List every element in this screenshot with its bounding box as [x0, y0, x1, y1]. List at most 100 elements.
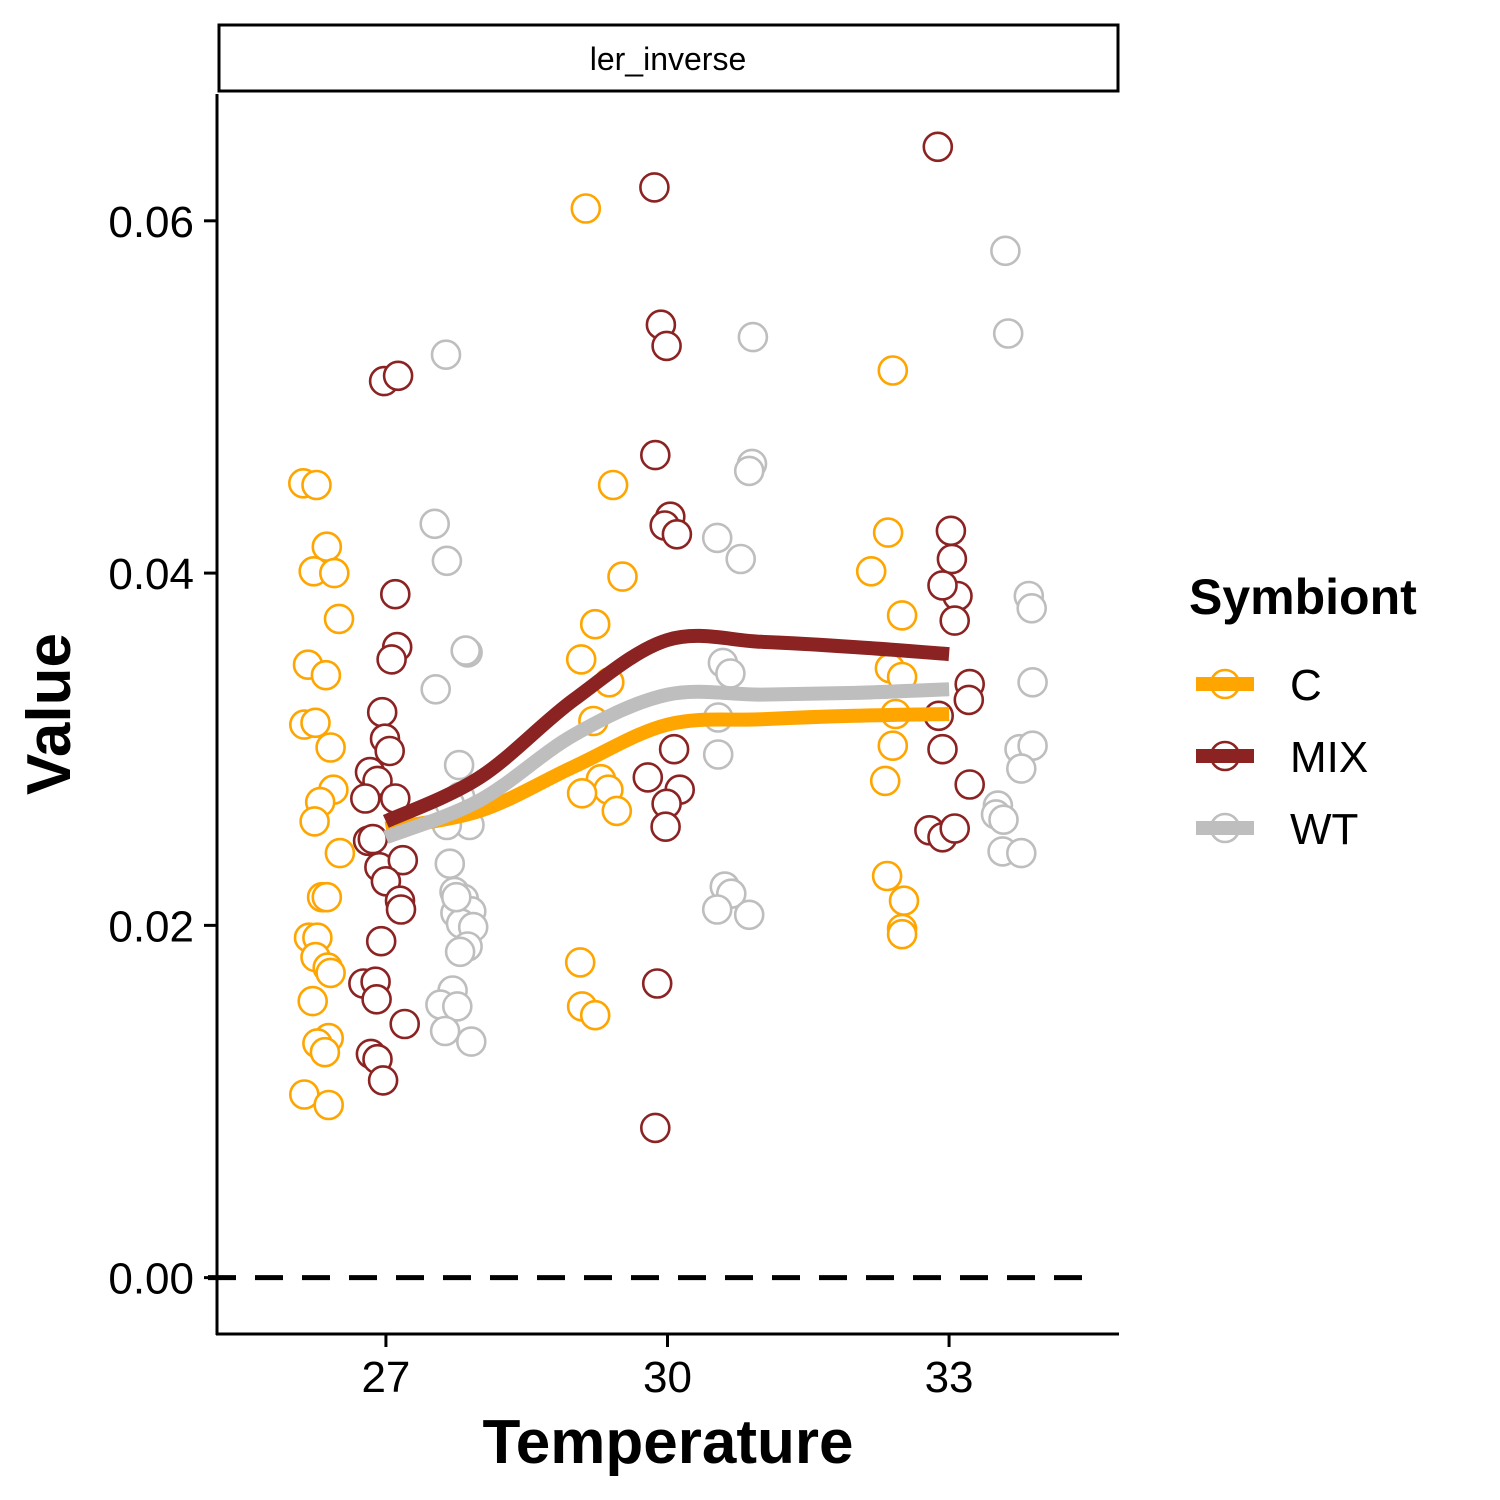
data-point — [650, 811, 681, 843]
data-point — [349, 783, 381, 814]
data-point — [936, 543, 968, 575]
data-point — [324, 837, 356, 869]
trend-layer — [382, 628, 950, 844]
data-point — [877, 730, 909, 762]
data-point — [888, 885, 920, 917]
data-point — [1005, 837, 1037, 869]
data-point — [988, 804, 1019, 836]
data-point — [1017, 666, 1048, 698]
data-point — [367, 1065, 399, 1096]
data-point — [855, 555, 887, 587]
data-point — [661, 518, 693, 550]
y-tick-label: 0.06 — [108, 198, 194, 247]
data-point — [953, 684, 985, 716]
data-point — [366, 696, 398, 728]
legend-point-swatch — [1209, 668, 1241, 700]
data-point — [431, 545, 463, 577]
data-point — [935, 515, 967, 547]
data-point — [922, 131, 954, 163]
legend-label: WT — [1290, 805, 1358, 854]
data-point — [300, 707, 331, 739]
data-point — [992, 318, 1024, 349]
ticks: 27 30 33 0.00 0.02 0.04 0.06 — [108, 198, 973, 1402]
series-points-wt — [419, 235, 1048, 1057]
axes — [215, 94, 1119, 1336]
data-point — [597, 469, 629, 501]
legend-key-wt: WT — [1196, 805, 1358, 854]
facet-strip-box — [217, 23, 1120, 93]
data-point — [658, 733, 690, 765]
data-point — [434, 848, 466, 880]
legend-key-mix: MIX — [1196, 733, 1368, 782]
data-point — [441, 991, 473, 1022]
data-point — [601, 795, 633, 827]
data-point — [733, 899, 765, 931]
legend-key-c: C — [1196, 661, 1322, 710]
data-point — [570, 193, 602, 224]
x-tick-label: 30 — [643, 1353, 692, 1402]
data-point — [701, 894, 733, 925]
data-point — [927, 733, 958, 765]
data-point — [607, 561, 638, 592]
data-point — [419, 508, 451, 540]
data-point — [365, 925, 397, 957]
data-point — [639, 1112, 671, 1144]
data-point — [455, 1026, 487, 1057]
data-point — [639, 439, 671, 471]
data-point — [374, 735, 406, 767]
data-point — [443, 749, 475, 781]
series-points-mix — [348, 131, 986, 1144]
data-point — [725, 543, 757, 575]
y-tick-label: 0.04 — [108, 550, 194, 599]
data-point — [886, 600, 918, 631]
legend-point-swatch — [1209, 812, 1241, 844]
data-point — [382, 360, 414, 392]
data-point — [715, 658, 746, 689]
data-point — [702, 739, 734, 770]
data-point — [927, 570, 958, 601]
data-point — [565, 644, 597, 675]
data-point — [385, 894, 417, 925]
data-point — [301, 469, 332, 501]
data-point — [357, 823, 389, 855]
trend-line-wt — [383, 682, 950, 844]
data-point — [869, 765, 901, 797]
trend-line-c — [384, 707, 950, 836]
data-point — [579, 608, 611, 640]
data-point — [389, 1008, 421, 1040]
data-point — [299, 806, 330, 837]
data-point — [632, 762, 664, 793]
data-point — [939, 813, 971, 844]
x-tick-label: 33 — [925, 1353, 974, 1402]
data-point — [387, 844, 419, 876]
series-points-c — [287, 193, 920, 1121]
y-tick-label: 0.02 — [108, 902, 194, 951]
data-point — [450, 635, 482, 666]
data-point — [701, 522, 733, 554]
facet-strip-label: ler_inverse — [590, 41, 747, 77]
data-point — [877, 355, 909, 386]
data-point — [361, 983, 392, 1015]
data-point — [737, 321, 769, 353]
data-point — [871, 860, 903, 892]
data-point — [444, 936, 476, 968]
data-point — [872, 517, 904, 548]
x-axis-title: Temperature — [483, 1408, 854, 1477]
data-point — [990, 235, 1021, 267]
data-point — [429, 1015, 461, 1047]
data-point — [1005, 753, 1037, 784]
data-point — [639, 172, 670, 203]
trend-line-mix — [382, 628, 950, 828]
data-point — [311, 881, 343, 913]
data-point — [641, 968, 673, 999]
data-point — [566, 777, 598, 809]
data-point — [733, 455, 765, 487]
data-point — [323, 603, 355, 635]
legend-keys: C MIX WT — [1196, 661, 1368, 854]
data-point — [310, 659, 342, 691]
x-tick-label: 27 — [361, 1353, 410, 1402]
data-point — [440, 881, 472, 913]
data-point — [1016, 592, 1047, 624]
data-point — [954, 769, 986, 800]
